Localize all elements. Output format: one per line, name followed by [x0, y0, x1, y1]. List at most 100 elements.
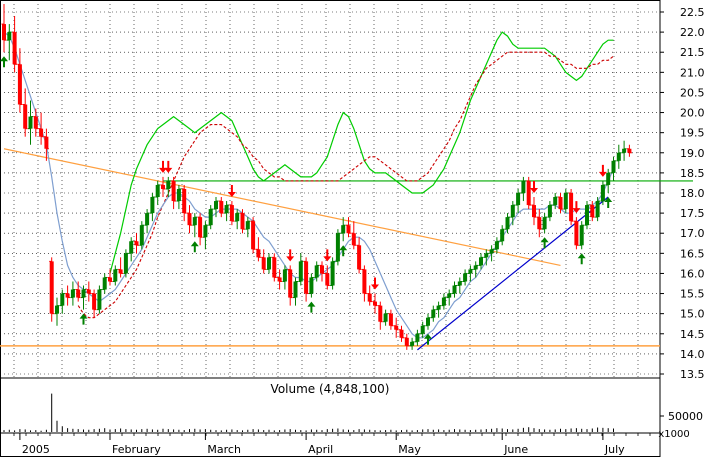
candle-body: [92, 293, 97, 310]
candle: [59, 289, 65, 314]
candle-body: [235, 213, 240, 222]
candle: [446, 289, 452, 306]
candle-body: [304, 261, 309, 294]
candle: [552, 193, 558, 210]
candle: [531, 197, 537, 226]
candle-body: [251, 221, 256, 250]
candle-body: [219, 201, 224, 214]
candle: [573, 217, 579, 250]
candle: [197, 213, 203, 246]
candle-body: [325, 273, 330, 286]
candle: [187, 205, 192, 234]
candle-body: [431, 309, 436, 318]
candle-body: [23, 104, 28, 129]
candle-body: [192, 217, 197, 226]
buy-arrow-icon: [190, 241, 199, 253]
candle: [494, 237, 500, 254]
candle-body: [39, 128, 44, 137]
candle: [91, 289, 97, 318]
buy-arrow-icon: [339, 245, 348, 257]
candle-body: [420, 325, 425, 334]
candle-body: [176, 188, 181, 202]
moving-average-line: [3, 31, 615, 339]
candle: [457, 277, 463, 294]
y-tick-label: 17.0: [680, 227, 705, 240]
candle-body: [150, 197, 155, 214]
candle-body: [314, 265, 319, 278]
buy-arrow-icon: [540, 237, 549, 249]
candle-body: [341, 225, 346, 234]
candle-body: [463, 273, 468, 282]
candle: [6, 24, 12, 61]
candle: [510, 201, 516, 226]
candle-body: [606, 172, 611, 185]
candle-body: [139, 225, 144, 246]
candle: [128, 237, 134, 262]
candle: [414, 329, 420, 346]
y-tick-label: 14.5: [680, 328, 705, 341]
candle: [298, 253, 304, 286]
candle-body: [245, 221, 250, 230]
candle-body: [70, 289, 75, 298]
candle: [393, 317, 399, 338]
sell-arrow-icon: [572, 201, 581, 214]
candle: [467, 265, 473, 282]
sell-arrow-icon: [159, 160, 167, 173]
candle: [12, 16, 18, 73]
candle: [515, 188, 521, 214]
candle: [520, 176, 526, 202]
candle: [28, 100, 33, 145]
y-tick-label: 21.0: [680, 66, 705, 79]
x-tick-label: July: [604, 443, 625, 456]
candle-body: [537, 217, 542, 230]
candle-body: [558, 197, 563, 210]
candle: [75, 281, 81, 302]
candle: [86, 281, 92, 302]
candle-body: [383, 313, 388, 322]
buy-arrow-icon: [577, 253, 586, 265]
candle: [420, 321, 426, 338]
candle-body: [155, 184, 160, 198]
candle-body: [60, 293, 65, 306]
candle-body: [240, 213, 245, 230]
sell-arrow-icon: [227, 185, 236, 198]
candle: [361, 265, 367, 302]
candle: [144, 209, 150, 234]
candle-body: [447, 293, 452, 298]
y-tick-label: 13.5: [680, 368, 705, 381]
candle: [425, 313, 431, 330]
candle: [330, 257, 336, 290]
y-tick-label: 15.5: [680, 288, 705, 301]
candle: [377, 301, 383, 330]
candle: [483, 249, 489, 266]
candle: [478, 253, 484, 270]
candle: [181, 184, 187, 222]
y-tick-label: 20.5: [680, 86, 705, 99]
candle-body: [65, 293, 70, 298]
candle: [335, 229, 341, 266]
sell-arrow-icon: [286, 249, 295, 262]
candle: [134, 233, 139, 254]
candle-body: [516, 193, 521, 206]
candle: [102, 273, 108, 294]
candle: [70, 281, 76, 306]
candle: [43, 128, 49, 161]
candle-body: [351, 233, 356, 246]
candle-body: [627, 148, 632, 153]
y-tick-label: 21.5: [680, 46, 705, 59]
y-tick-label: 16.0: [680, 267, 705, 280]
candle: [558, 193, 563, 214]
indicator-layer: [0, 31, 693, 351]
candle-body: [161, 184, 165, 189]
candle-body: [86, 289, 91, 294]
candle: [17, 48, 23, 113]
y-tick-label: 19.5: [680, 127, 705, 140]
candle-body: [346, 225, 351, 234]
buy-arrow-icon: [307, 301, 316, 313]
candle-body: [97, 289, 102, 310]
candle: [584, 201, 590, 230]
candle-body: [378, 305, 383, 322]
candle: [1, 3, 7, 53]
candle: [271, 253, 277, 282]
candle: [611, 156, 616, 181]
